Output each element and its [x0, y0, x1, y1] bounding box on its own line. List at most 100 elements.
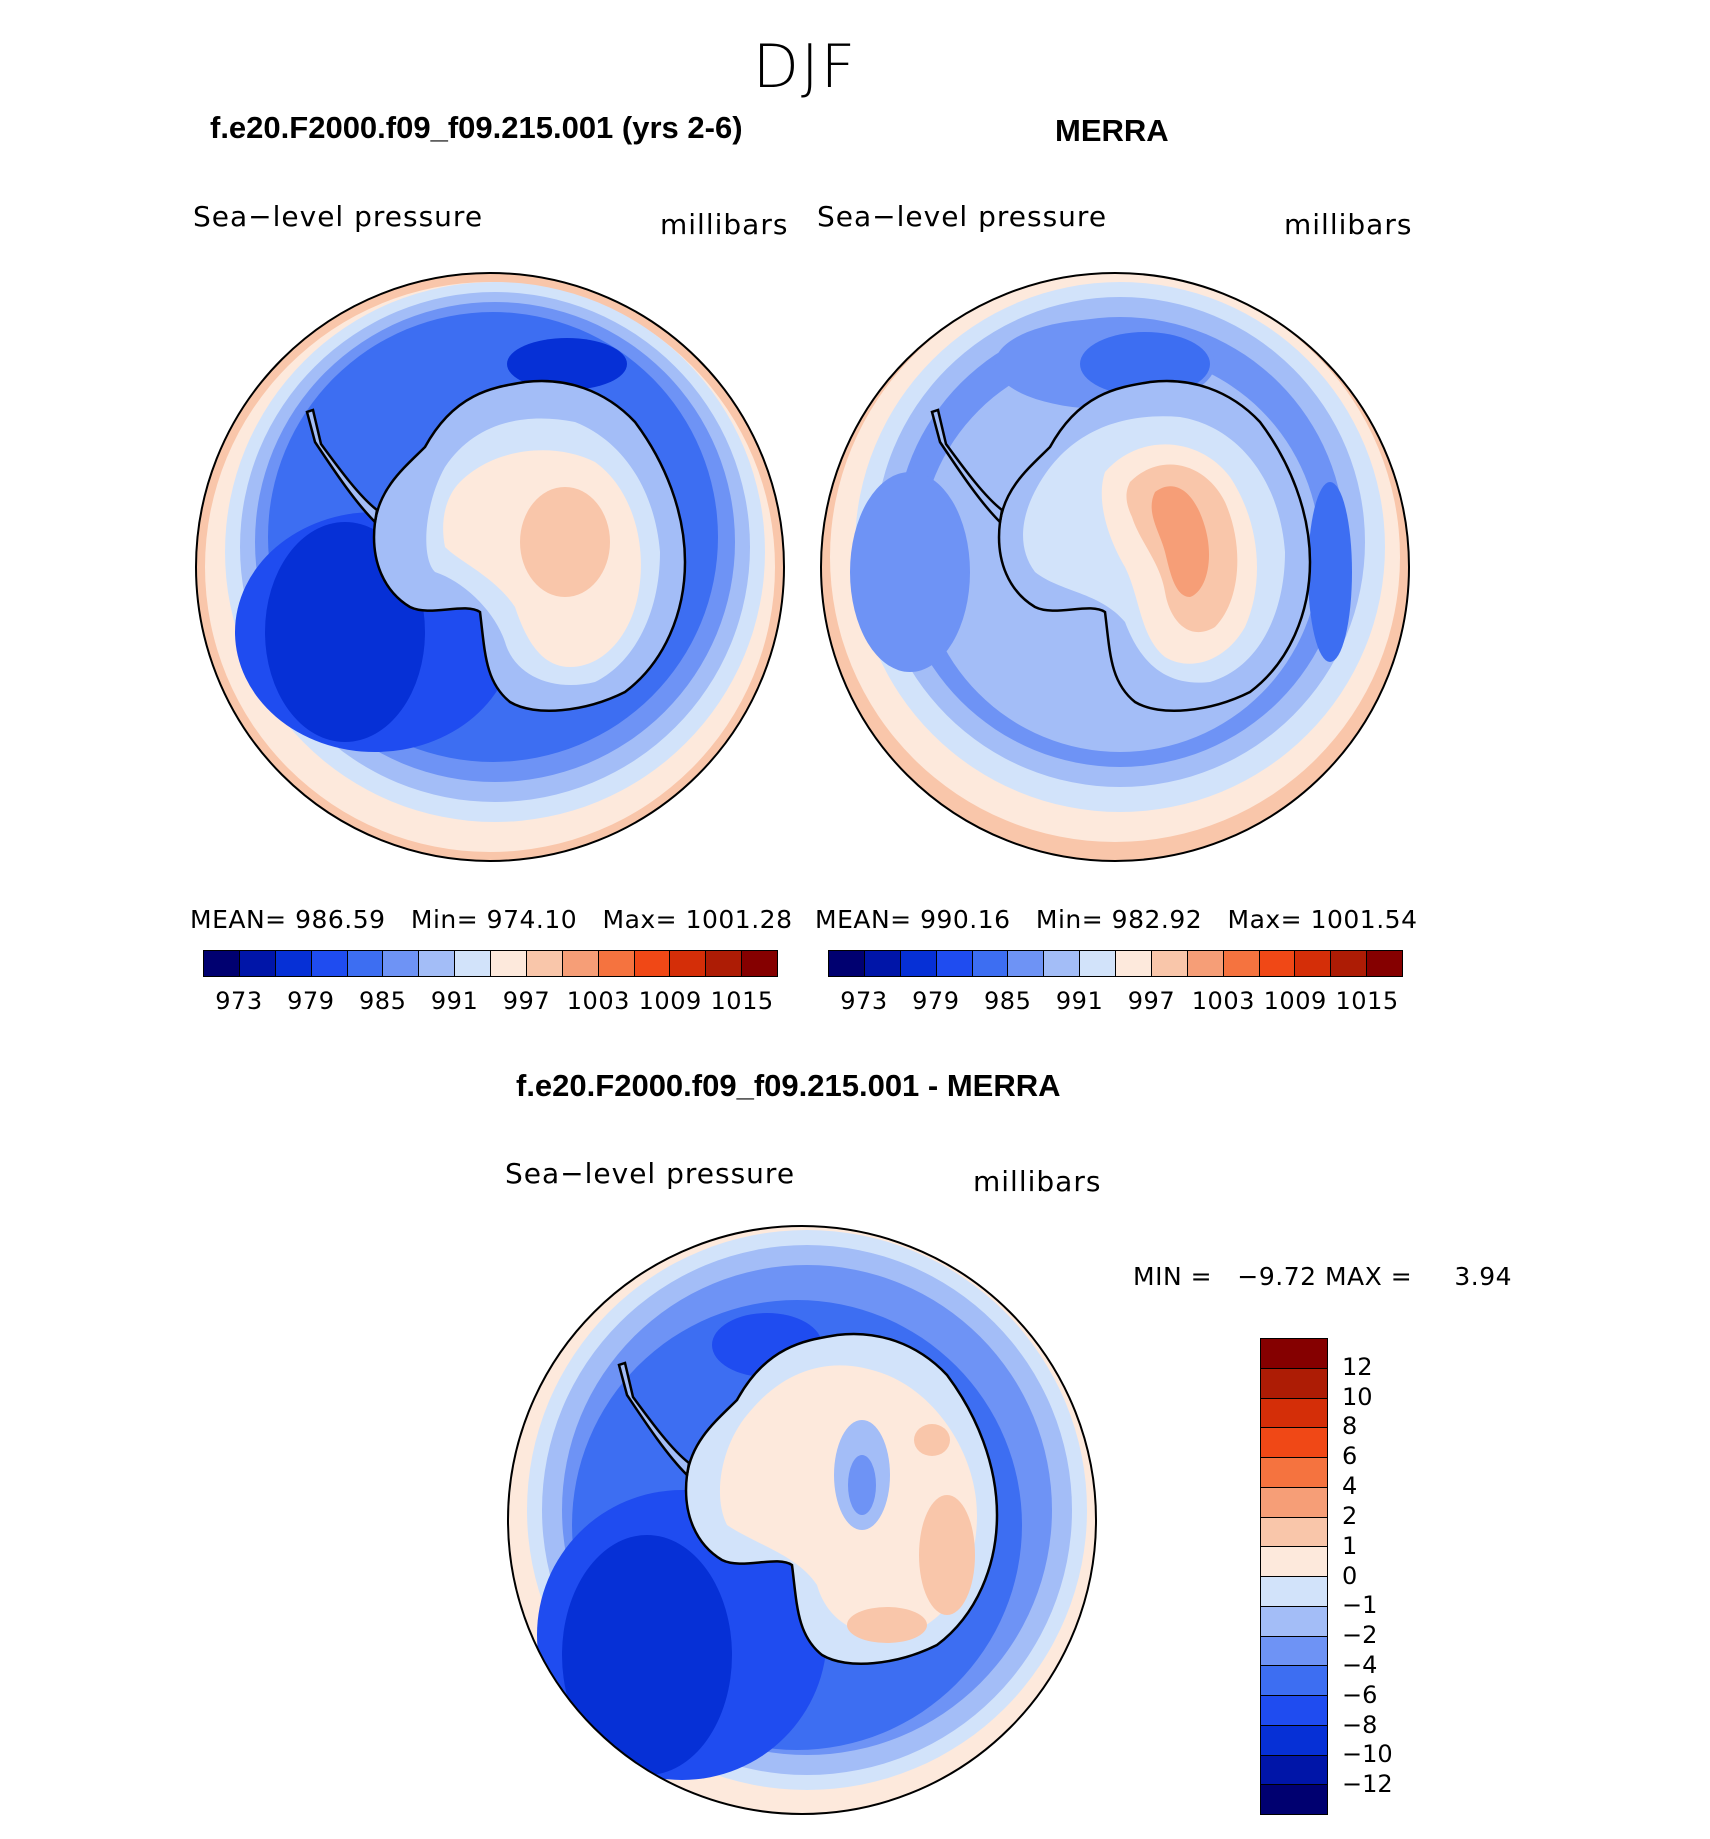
model-max-label: Max= — [602, 905, 678, 934]
colorbar-swatch — [1151, 951, 1188, 976]
diff-max-label: MAX = — [1324, 1262, 1413, 1291]
colorbar-swatch — [239, 951, 276, 976]
diff-low-ross-core — [562, 1535, 732, 1775]
diff-max-value: 3.94 — [1454, 1262, 1513, 1291]
colorbar-tick-label: 10 — [1342, 1382, 1373, 1411]
model-peninsula — [305, 408, 379, 525]
diff-high-east — [919, 1495, 975, 1615]
colorbar-swatch — [598, 951, 635, 976]
colorbar-tick-label: −10 — [1342, 1740, 1393, 1769]
colorbar-swatch — [1080, 951, 1116, 976]
obs-low-ross — [850, 472, 970, 672]
colorbar-swatch — [1261, 1398, 1327, 1429]
model-stats: MEAN= 986.59 Min= 974.10 Max= 1001.28 — [190, 905, 792, 934]
colorbar-swatch — [526, 951, 563, 976]
colorbar-swatch — [1261, 1577, 1327, 1607]
colorbar-tick-label: −6 — [1342, 1680, 1378, 1709]
diff-units-label: millibars — [973, 1165, 1102, 1198]
colorbar-swatch — [1187, 951, 1224, 976]
colorbar-tick-label: 1015 — [710, 987, 774, 1015]
colorbar-swatch — [1261, 1547, 1327, 1577]
colorbar-swatch — [972, 951, 1009, 976]
colorbar-swatch — [1261, 1458, 1327, 1488]
colorbar-tick-label: 985 — [984, 987, 1032, 1015]
colorbar-swatch — [1261, 1725, 1327, 1756]
diff-high-north — [914, 1424, 950, 1456]
colorbar-swatch — [1261, 1428, 1327, 1458]
colorbar-swatch — [1295, 951, 1332, 976]
colorbar-swatch — [1331, 951, 1368, 976]
colorbar-tick-label: 991 — [430, 987, 479, 1015]
obs-peninsula — [930, 408, 1004, 525]
colorbar-swatch — [864, 951, 901, 976]
colorbar-tick-label: 973 — [840, 987, 888, 1015]
obs-variable-label: Sea−level pressure — [817, 200, 1108, 233]
colorbar-tick-label: 1009 — [638, 987, 702, 1015]
model-coastline — [372, 379, 687, 712]
obs-low-north-core — [1080, 332, 1210, 396]
diff-peninsula — [617, 1361, 691, 1478]
colorbar-swatch — [1116, 951, 1152, 976]
colorbar-swatch — [491, 951, 527, 976]
colorbar-swatch — [1261, 1339, 1327, 1369]
diff-variable-label: Sea−level pressure — [505, 1157, 796, 1190]
model-mean-value: 986.59 — [295, 905, 386, 934]
colorbar-swatch — [1261, 1755, 1327, 1786]
colorbar-swatch — [936, 951, 973, 976]
colorbar-tick-label: −1 — [1342, 1591, 1378, 1620]
diff-colorbar — [1260, 1338, 1328, 1815]
colorbar-tick-label: −12 — [1342, 1770, 1393, 1799]
colorbar-tick-label: 1009 — [1263, 987, 1327, 1015]
colorbar-swatch — [1261, 1487, 1327, 1518]
obs-high-core — [1151, 486, 1210, 597]
colorbar-tick-label: 997 — [502, 987, 551, 1015]
colorbar-tick-label: 8 — [1342, 1412, 1358, 1441]
colorbar-swatch — [1261, 1785, 1327, 1814]
colorbar-swatch — [1261, 1606, 1327, 1637]
colorbar-swatch — [275, 951, 312, 976]
colorbar-swatch — [706, 951, 743, 976]
colorbar-tick-label: −4 — [1342, 1650, 1378, 1679]
obs-max-value: 1001.54 — [1310, 905, 1418, 934]
colorbar-swatch — [1008, 951, 1045, 976]
model-min-label: Min= — [410, 905, 479, 934]
colorbar-tick-label: 997 — [1127, 987, 1176, 1015]
colorbar-swatch — [1223, 951, 1260, 976]
colorbar-tick-label: 979 — [912, 987, 960, 1015]
colorbar-tick-label: 4 — [1342, 1472, 1358, 1501]
colorbar-swatch — [1367, 951, 1402, 976]
model-panel-title: f.e20.F2000.f09_f09.215.001 (yrs 2-6) — [210, 110, 743, 145]
obs-coastline — [997, 379, 1312, 712]
model-mean-label: MEAN= — [190, 905, 287, 934]
colorbar-swatch — [900, 951, 937, 976]
colorbar-swatch — [1259, 951, 1296, 976]
colorbar-swatch — [1044, 951, 1081, 976]
model-low-north — [507, 338, 627, 390]
colorbar-tick-label: 973 — [215, 987, 263, 1015]
diff-stats: MIN = −9.72 MAX = 3.94 — [1133, 1262, 1512, 1291]
colorbar-swatch — [562, 951, 599, 976]
colorbar-tick-label: 1003 — [566, 987, 630, 1015]
colorbar-swatch — [204, 951, 240, 976]
colorbar-tick-label: 12 — [1342, 1352, 1373, 1381]
colorbar-tick-label: 1003 — [1191, 987, 1255, 1015]
obs-units-label: millibars — [1284, 208, 1413, 241]
colorbar-tick-label: 991 — [1055, 987, 1104, 1015]
obs-min-label: Min= — [1035, 905, 1104, 934]
diff-coastline — [684, 1332, 999, 1665]
colorbar-tick-label: 1 — [1342, 1531, 1358, 1560]
model-polar-map — [195, 272, 785, 862]
colorbar-swatch — [1261, 1517, 1327, 1548]
obs-colorbar — [828, 950, 1403, 977]
colorbar-swatch — [634, 951, 671, 976]
colorbar-tick-label: 1015 — [1335, 987, 1399, 1015]
colorbar-swatch — [347, 951, 384, 976]
colorbar-swatch — [1261, 1368, 1327, 1399]
colorbar-swatch — [1261, 1666, 1327, 1696]
colorbar-swatch — [419, 951, 456, 976]
diff-min-value: −9.72 — [1237, 1262, 1317, 1291]
obs-mean-value: 990.16 — [920, 905, 1011, 934]
obs-panel-title: MERRA — [1055, 113, 1169, 148]
model-high-core — [520, 487, 610, 597]
diff-polar-map — [507, 1225, 1097, 1815]
